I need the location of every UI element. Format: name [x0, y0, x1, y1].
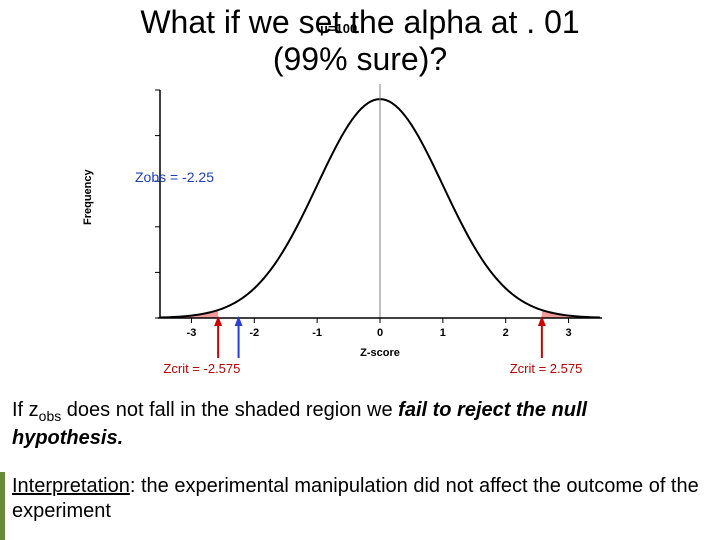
svg-text:-2: -2	[249, 327, 259, 339]
svg-text:Zcrit = -2.575: Zcrit = -2.575	[163, 361, 240, 376]
svg-text:3: 3	[566, 327, 572, 339]
text-frag: If z	[12, 399, 39, 421]
conclusion-text: If zobs does not fall in the shaded regi…	[12, 398, 702, 451]
svg-text:Z-score: Z-score	[360, 347, 400, 359]
text-frag: does not fall in the shaded region we	[61, 399, 398, 421]
interpretation-text: Interpretation: the experimental manipul…	[12, 474, 702, 524]
svg-text:2: 2	[503, 327, 509, 339]
chart-svg: -3 -2 -1 0 1 2 3 Z-score Zobs = -2.25 Zcrit = -2.…	[100, 80, 620, 380]
normal-distribution-chart: Frequency -3-2-10123Z-scoreZobs = -2.25Z…	[100, 80, 620, 380]
svg-text:Zobs = -2.25: Zobs = -2.25	[135, 169, 214, 185]
svg-text:-1: -1	[312, 327, 322, 339]
accent-bar	[0, 472, 5, 540]
title-line-2: (99% sure)?	[273, 41, 447, 77]
svg-text:Zcrit = 2.575: Zcrit = 2.575	[510, 361, 583, 376]
title-line-1: What if we set the alpha at . 01	[140, 4, 579, 40]
text-underline: Interpretation	[12, 475, 130, 497]
mu-label: μ=100	[320, 22, 357, 37]
svg-text:1: 1	[440, 327, 446, 339]
svg-text:0: 0	[377, 327, 383, 339]
svg-text:-3: -3	[187, 327, 197, 339]
slide-title: What if we set the alpha at . 01 (99% su…	[0, 0, 720, 78]
text-sub: obs	[39, 408, 62, 424]
y-axis-label: Frequency	[82, 169, 94, 225]
